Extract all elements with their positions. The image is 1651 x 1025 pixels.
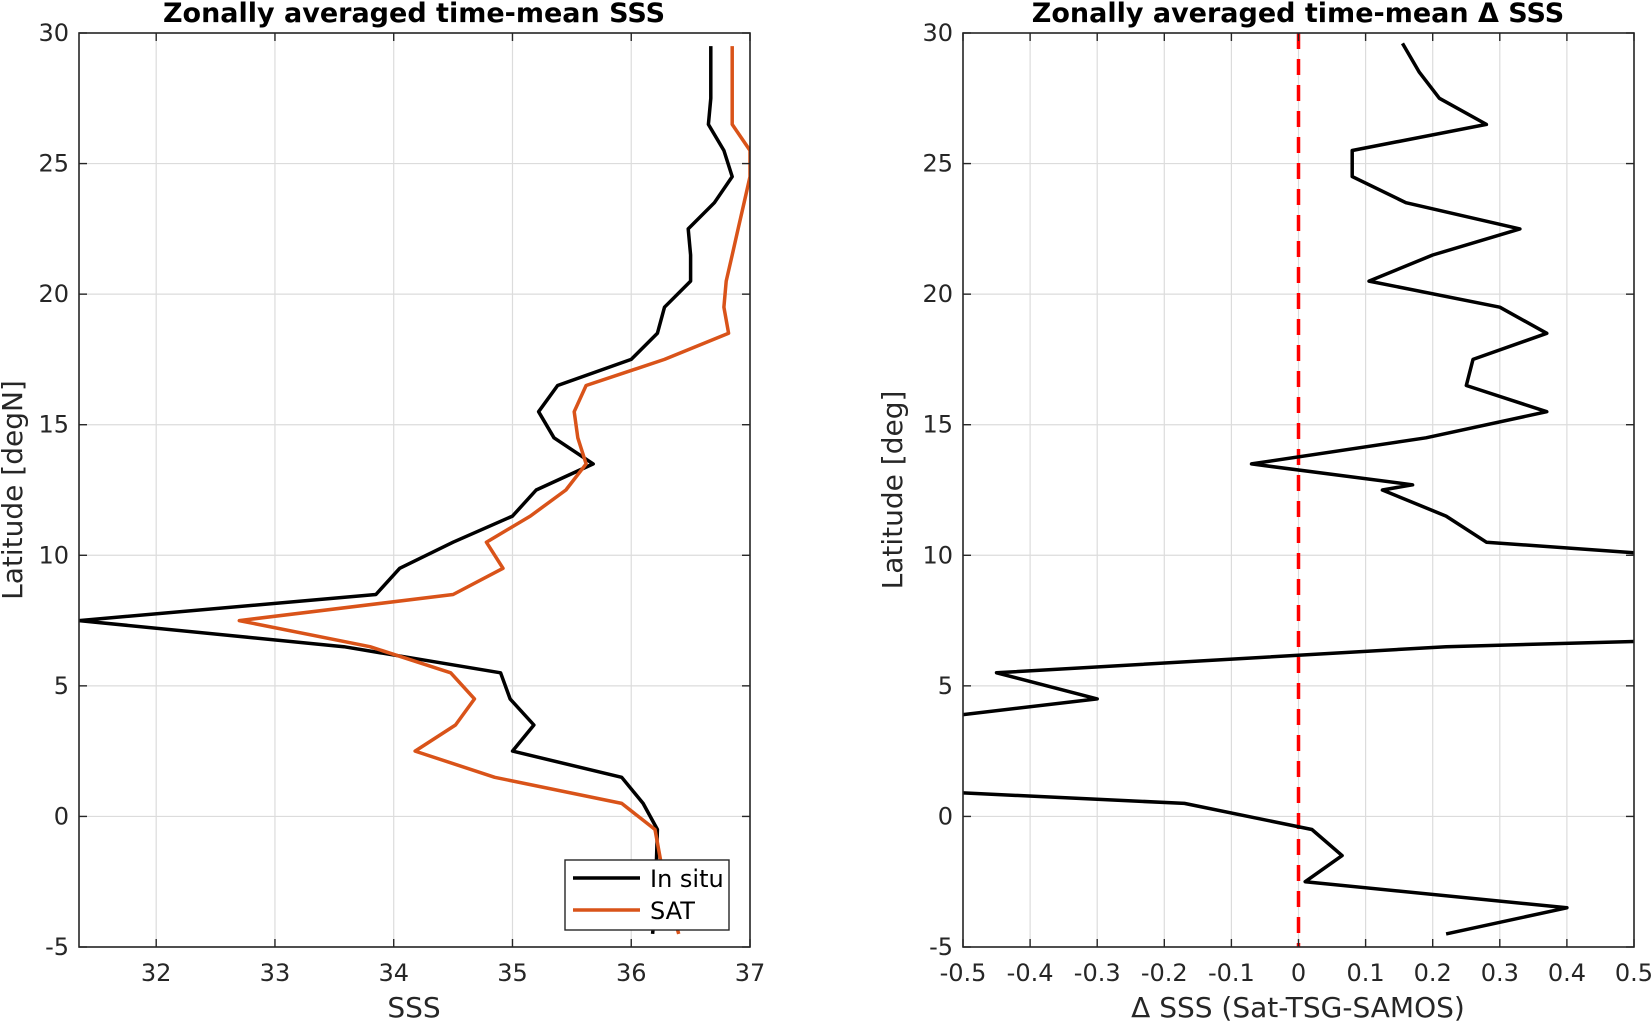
right-panel: -0.5 -0.4 -0.3 -0.2 -0.1 0 0.1 0.2 0.3 0.4 0.5 -5 0 5… (876, 0, 1651, 1024)
left-y-tick-label: 10 (38, 541, 69, 569)
right-delta-line-segment-3 (1249, 42, 1634, 555)
right-x-tick-label: 0 (1291, 959, 1306, 987)
right-x-tick-label: -0.2 (1141, 959, 1188, 987)
left-grid (79, 32, 751, 948)
legend: In situ SAT (564, 859, 730, 931)
right-x-tick-label: -0.5 (940, 959, 987, 987)
legend-label-sat: SAT (650, 897, 695, 925)
left-y-tick-label: -5 (45, 933, 69, 961)
left-y-tick-label: 0 (54, 802, 69, 830)
left-y-tick-label: 20 (38, 280, 69, 308)
right-x-tick-label: 0.1 (1347, 959, 1385, 987)
right-delta-line-segment-1 (963, 639, 1634, 717)
left-plot-lines (79, 46, 750, 935)
right-y-tick-label: 20 (922, 280, 953, 308)
right-delta-line-segment-2 (963, 791, 1569, 936)
left-y-tick-label: 5 (54, 672, 69, 700)
right-y-tick-label: -5 (929, 933, 953, 961)
right-y-tick-label: 25 (922, 150, 953, 178)
left-y-axis-label: Latitude [degN] (0, 380, 29, 600)
right-x-tick-label: 0.4 (1548, 959, 1586, 987)
left-y-tick-label: 15 (38, 411, 69, 439)
legend-label-in-situ: In situ (650, 865, 724, 893)
right-x-tick-label: 0.3 (1481, 959, 1519, 987)
left-series-line-in-situ (79, 46, 734, 935)
left-x-tick-label: 34 (378, 959, 409, 987)
right-y-tick-label: 0 (938, 802, 953, 830)
right-y-tick-label: 30 (922, 19, 953, 47)
left-x-tick-label: 36 (616, 959, 647, 987)
right-x-tick-label: -0.1 (1208, 959, 1255, 987)
right-y-axis-label: Latitude [deg] (876, 391, 909, 590)
right-y-tick-label: 5 (938, 672, 953, 700)
left-chart-title: Zonally averaged time-mean SSS (163, 0, 665, 29)
left-x-tick-label: 32 (141, 959, 172, 987)
left-y-tick-label: 25 (38, 150, 69, 178)
right-y-tick-label: 15 (922, 411, 953, 439)
left-ticks: 32 33 34 35 36 37 -5 0 5 10 15 20 25 30 (38, 19, 765, 987)
right-plot-lines (963, 42, 1634, 936)
left-panel: 32 33 34 35 36 37 -5 0 5 10 15 20 25 30 Zonally avera… (0, 0, 765, 1024)
left-series-line-sat (237, 46, 750, 935)
right-chart-title: Zonally averaged time-mean Δ SSS (1032, 0, 1564, 29)
left-x-axis-label: SSS (387, 991, 440, 1024)
right-x-tick-label: 0.2 (1414, 959, 1452, 987)
left-x-tick-label: 37 (735, 959, 766, 987)
right-x-tick-label: 0.5 (1615, 959, 1651, 987)
legend-box (564, 859, 730, 931)
left-y-tick-label: 30 (38, 19, 69, 47)
left-axes-frame (78, 32, 751, 948)
right-x-tick-label: -0.4 (1007, 959, 1054, 987)
right-x-axis-label: Δ SSS (Sat-TSG-SAMOS) (1131, 991, 1465, 1024)
left-x-tick-label: 35 (497, 959, 528, 987)
left-x-tick-label: 33 (260, 959, 291, 987)
right-ticks: -0.5 -0.4 -0.3 -0.2 -0.1 0 0.1 0.2 0.3 0.4 0.5 -5 0 5… (922, 19, 1651, 987)
right-y-tick-label: 10 (922, 541, 953, 569)
right-x-tick-label: -0.3 (1074, 959, 1121, 987)
